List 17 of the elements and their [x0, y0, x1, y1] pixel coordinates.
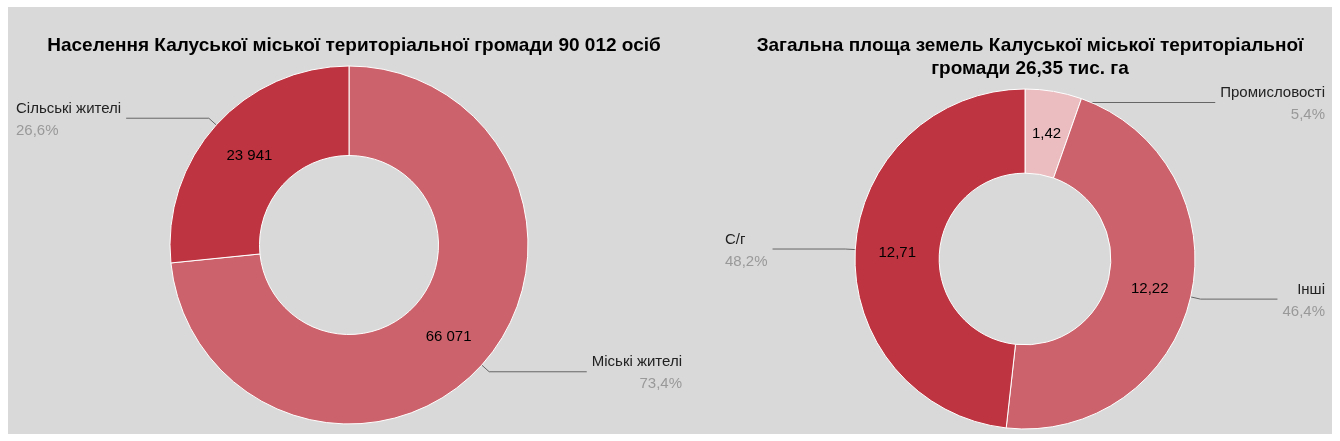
chart-title: Населення Калуської міської територіальної громади 90 012 осіб [47, 34, 661, 55]
slice-label: С/г [725, 229, 746, 247]
text: 26,6% [16, 120, 59, 138]
slice-label: Сільські жителі [16, 98, 122, 116]
text: 5,4% [1290, 105, 1325, 122]
data-label: 12,22 [1130, 279, 1169, 297]
text: 48,2% [725, 251, 768, 269]
data-label: 12,71 [878, 243, 917, 261]
data-label: 1,42 [1031, 124, 1062, 142]
data-label: 23 941 [226, 146, 273, 164]
data-label: 66 071 [425, 326, 472, 344]
slice-label: Інші [1297, 279, 1325, 297]
text: 73,4% [639, 374, 682, 392]
slice-label: Промисловості [1220, 83, 1325, 100]
text: 46,4% [1282, 301, 1325, 319]
chart-title: Загальна площа земель Калуської міської територіальної громади 26,35 тис. га [756, 34, 1305, 78]
slice-label: Міські жителі [591, 352, 682, 370]
